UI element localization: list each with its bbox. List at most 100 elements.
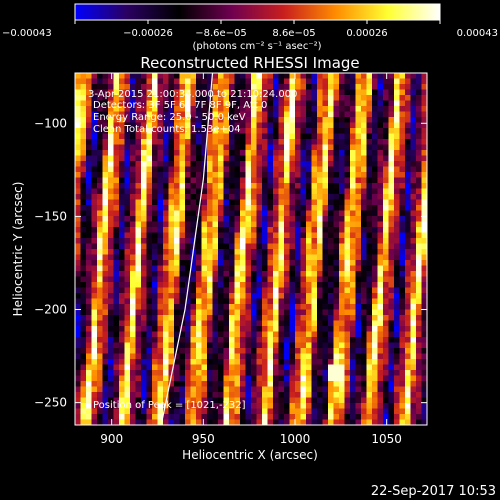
heatmap-cell <box>317 150 324 157</box>
heatmap-cell <box>394 188 401 195</box>
heatmap-cell <box>289 331 296 338</box>
heatmap-cell <box>339 249 346 256</box>
heatmap-cell <box>350 282 357 289</box>
heatmap-cell <box>388 188 395 195</box>
heatmap-cell <box>383 238 390 245</box>
heatmap-cell <box>267 353 274 360</box>
heatmap-cell <box>135 100 142 107</box>
heatmap-cell <box>229 133 236 140</box>
heatmap-cell <box>218 348 225 355</box>
heatmap-cell <box>75 304 82 311</box>
heatmap-cell <box>119 84 126 91</box>
heatmap-cell <box>124 353 131 360</box>
heatmap-cell <box>229 199 236 206</box>
heatmap-cell <box>86 337 93 344</box>
heatmap-cell <box>240 205 247 212</box>
heatmap-cell <box>207 210 214 217</box>
heatmap-cell <box>394 342 401 349</box>
heatmap-cell <box>135 199 142 206</box>
heatmap-cell <box>229 326 236 333</box>
heatmap-cell <box>168 205 175 212</box>
heatmap-cell <box>80 172 87 179</box>
heatmap-cell <box>234 177 241 184</box>
heatmap-cell <box>333 353 340 360</box>
heatmap-cell <box>262 386 269 393</box>
heatmap-cell <box>421 249 427 256</box>
heatmap-cell <box>361 100 368 107</box>
heatmap-cell <box>311 249 318 256</box>
heatmap-cell <box>119 260 126 267</box>
heatmap-cell <box>152 183 159 190</box>
heatmap-cell <box>405 117 412 124</box>
heatmap-cell <box>361 128 368 135</box>
heatmap-cell <box>124 320 131 327</box>
heatmap-cell <box>361 221 368 228</box>
heatmap-cell <box>311 166 318 173</box>
heatmap-cell <box>245 78 252 85</box>
heatmap-cell <box>157 199 164 206</box>
heatmap-cell <box>251 249 258 256</box>
heatmap-cell <box>152 73 159 80</box>
heatmap-cell <box>163 133 170 140</box>
heatmap-cell <box>196 122 203 129</box>
heatmap-cell <box>179 359 186 366</box>
heatmap-cell <box>339 359 346 366</box>
heatmap-cell <box>86 216 93 223</box>
heatmap-cell <box>322 293 329 300</box>
heatmap-cell <box>201 216 208 223</box>
heatmap-cell <box>289 260 296 267</box>
heatmap-cell <box>75 194 82 201</box>
heatmap-cell <box>394 161 401 168</box>
heatmap-cell <box>317 304 324 311</box>
heatmap-cell <box>295 238 302 245</box>
heatmap-cell <box>421 188 427 195</box>
heatmap-cell <box>97 287 104 294</box>
heatmap-cell <box>212 320 219 327</box>
heatmap-cell <box>130 331 137 338</box>
heatmap-cell <box>185 276 192 283</box>
heatmap-cell <box>361 194 368 201</box>
heatmap-cell <box>119 122 126 129</box>
heatmap-cell <box>130 304 137 311</box>
heatmap-cell <box>91 144 98 151</box>
heatmap-cell <box>361 117 368 124</box>
heatmap-cell <box>394 128 401 135</box>
heatmap-cell <box>91 348 98 355</box>
heatmap-cell <box>328 78 335 85</box>
heatmap-cell <box>124 205 131 212</box>
heatmap-cell <box>201 249 208 256</box>
heatmap-cell <box>388 232 395 239</box>
heatmap-cell <box>405 364 412 371</box>
heatmap-cell <box>113 381 120 388</box>
heatmap-cell <box>289 304 296 311</box>
heatmap-cell <box>75 287 82 294</box>
heatmap-cell <box>328 172 335 179</box>
heatmap-cell <box>328 144 335 151</box>
heatmap-cell <box>377 271 384 278</box>
heatmap-cell <box>240 210 247 217</box>
heatmap-cell <box>240 172 247 179</box>
heatmap-cell <box>267 276 274 283</box>
heatmap-cell <box>339 414 346 421</box>
heatmap-cell <box>306 133 313 140</box>
heatmap-cell <box>91 320 98 327</box>
heatmap-cell <box>102 320 109 327</box>
heatmap-cell <box>256 194 263 201</box>
heatmap-cell <box>289 375 296 382</box>
heatmap-cell <box>267 188 274 195</box>
heatmap-cell <box>278 199 285 206</box>
heatmap-cell <box>388 243 395 250</box>
heatmap-cell <box>229 216 236 223</box>
heatmap-cell <box>289 221 296 228</box>
heatmap-cell <box>174 260 181 267</box>
heatmap-cell <box>317 243 324 250</box>
heatmap-cell <box>240 232 247 239</box>
heatmap-cell <box>146 106 153 113</box>
heatmap-cell <box>328 95 335 102</box>
heatmap-cell <box>355 210 362 217</box>
heatmap-cell <box>289 381 296 388</box>
heatmap-cell <box>163 210 170 217</box>
heatmap-cell <box>372 95 379 102</box>
heatmap-cell <box>80 353 87 360</box>
heatmap-cell <box>157 348 164 355</box>
